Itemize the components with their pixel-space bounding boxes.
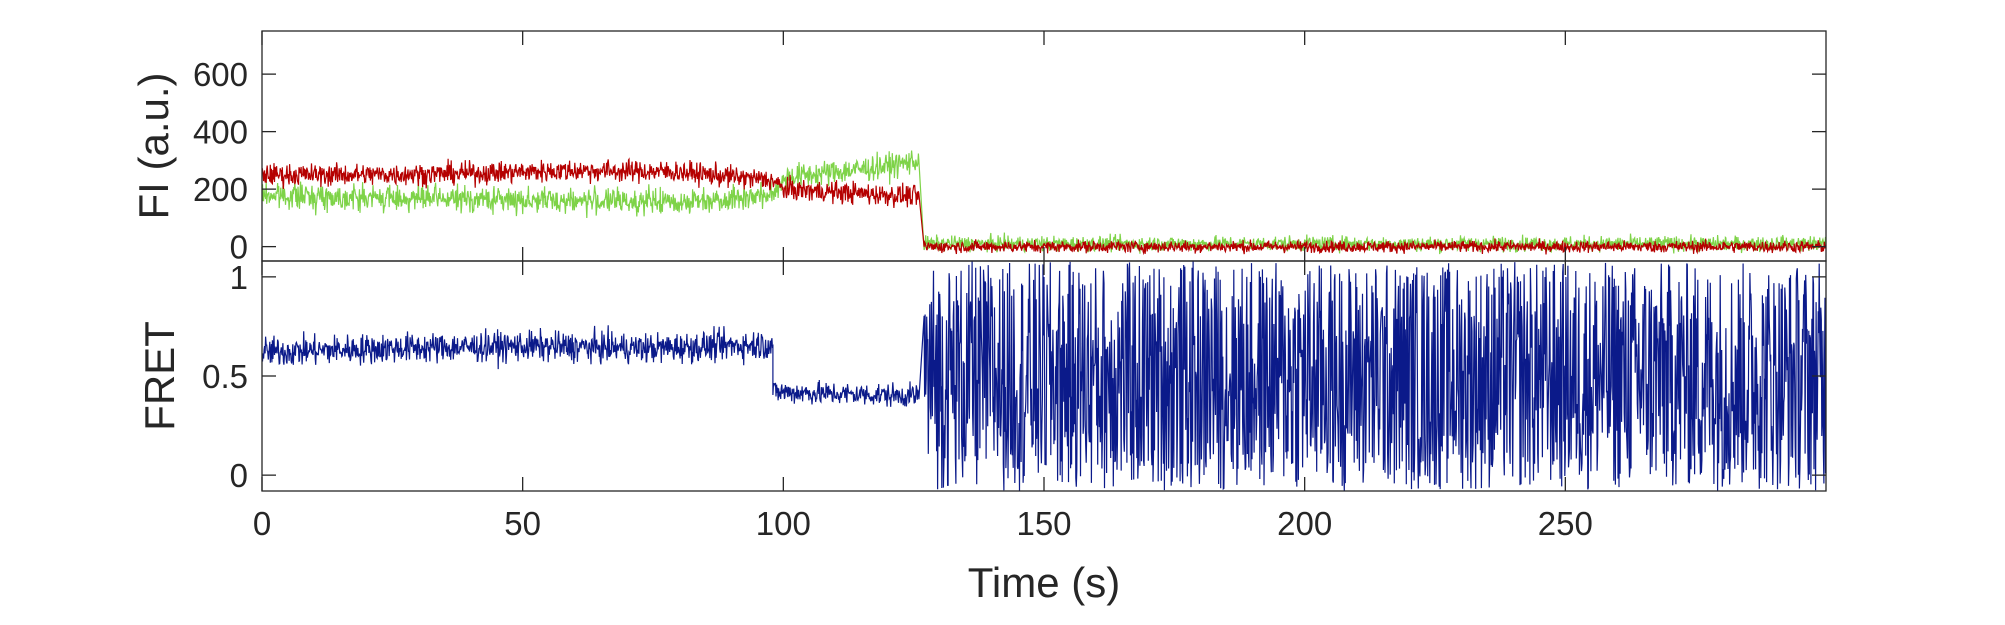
y-tick-label: 0 — [230, 457, 248, 494]
fret-y-axis-label: FRET — [136, 321, 183, 431]
fluorescence-trace-1 — [262, 157, 1826, 256]
fluorescence-trace-0 — [262, 150, 1826, 255]
fluorescence-plot-area — [262, 150, 1826, 256]
fret-plot-area — [262, 261, 1826, 491]
y-tick-label: 0 — [230, 229, 248, 266]
x-tick-label: 0 — [253, 505, 271, 542]
x-tick-label: 50 — [504, 505, 541, 542]
fret-axis-ticks: 0 0.5 1 0 50 100 150 200 250 — [202, 259, 1826, 542]
x-tick-label: 200 — [1277, 505, 1332, 542]
y-tick-label: 600 — [193, 56, 248, 93]
fret-panel: 0 0.5 1 0 50 100 150 200 250 FRET Time (s) — [136, 259, 1827, 606]
fluorescence-y-axis-label: FI (a.u.) — [130, 72, 177, 219]
fluorescence-y-ticks: 0 200 400 600 — [193, 31, 1826, 266]
x-tick-label: 100 — [756, 505, 811, 542]
y-tick-label: 400 — [193, 114, 248, 151]
y-tick-label: 1 — [230, 259, 248, 296]
fluorescence-panel: 0 200 400 600 FI (a.u.) — [130, 30, 1827, 266]
fluorescence-axes-frame — [261, 30, 1827, 262]
x-tick-label: 150 — [1016, 505, 1071, 542]
x-tick-label: 250 — [1538, 505, 1593, 542]
time-x-axis-label: Time (s) — [968, 559, 1120, 606]
y-tick-label: 200 — [193, 171, 248, 208]
y-tick-label: 0.5 — [202, 358, 248, 395]
fret-trace-0 — [262, 261, 1826, 491]
